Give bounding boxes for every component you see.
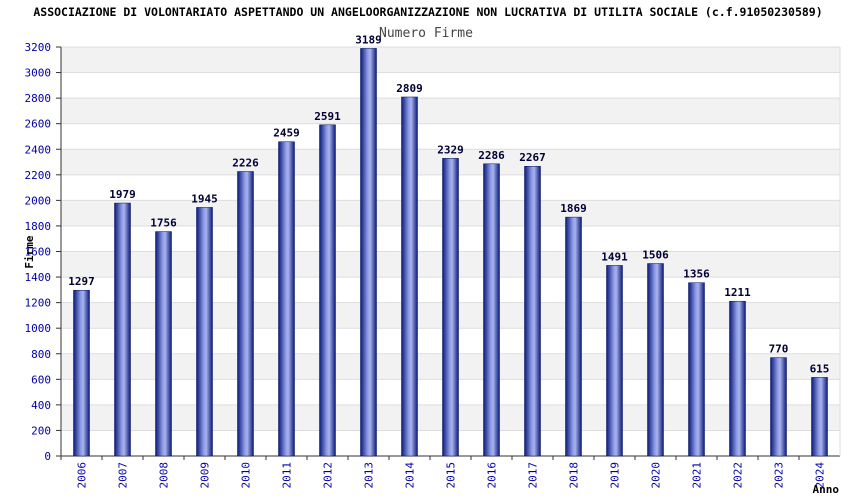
x-tick-label-2010: 2010 [240,462,253,489]
bar-2017 [524,165,541,457]
x-tick-label-2024: 2024 [814,462,827,489]
x-tick-label-2017: 2017 [527,462,540,489]
x-tick-label-2013: 2013 [363,462,376,489]
bar-2011 [278,141,295,457]
y-tick-label: 1600 [25,246,52,259]
bar-2019 [606,265,623,457]
bar-2022 [729,300,746,457]
x-tick-label-2023: 2023 [773,462,786,489]
bar-2016 [483,163,500,457]
y-tick-label: 2400 [25,143,52,156]
y-tick-label: 800 [31,348,51,361]
x-tick-label-2014: 2014 [404,462,417,489]
value-labels: 1297 1979 1756 1945 2226 2459 2591 3189 2809 2329… [68,33,829,375]
y-tick-labels: 0 200 400 600 800 1000 1200 1400 1600 1800 2000 220… [25,41,52,463]
x-tick-label-2012: 2012 [322,462,335,489]
y-tick-label: 3200 [25,41,52,54]
x-tick-label-2018: 2018 [568,462,581,489]
y-tick-label: 2200 [25,169,52,182]
y-tick-label: 1200 [25,297,52,310]
bar-2006 [73,289,90,457]
value-label-2023: 770 [769,343,789,356]
bar-2020 [647,263,664,457]
x-tick-label-2022: 2022 [732,462,745,489]
bar-2023 [770,357,787,457]
value-label-2021: 1356 [683,268,710,281]
y-tick-label: 3000 [25,67,52,80]
grid-band [61,98,840,124]
y-tick-label: 1800 [25,220,52,233]
x-tick-label-2015: 2015 [445,462,458,489]
bar-2009 [196,207,213,457]
x-tick-label-2019: 2019 [609,462,622,489]
x-tick-label-2016: 2016 [486,462,499,489]
x-axis-label: Anno [813,483,840,496]
y-tick-label: 2000 [25,194,52,207]
bar-2012 [319,124,336,457]
value-label-2019: 1491 [601,250,628,263]
y-axis-label: Firme [23,235,36,268]
value-label-2015: 2329 [437,143,464,156]
bars [73,48,828,457]
y-tick-label: 600 [31,373,51,386]
bar-2014 [401,96,418,457]
value-label-2022: 1211 [724,286,751,299]
value-label-2009: 1945 [191,192,218,205]
value-label-2007: 1979 [109,188,136,201]
value-label-2011: 2459 [273,127,300,140]
grid-band [61,47,840,73]
value-label-2012: 2591 [314,110,341,123]
x-tick-label-2007: 2007 [117,462,130,489]
x-tick-label-2011: 2011 [281,462,294,489]
bar-2013 [360,48,377,457]
value-label-2024: 615 [810,362,830,375]
bar-2015 [442,158,459,457]
value-label-2014: 2809 [396,82,423,95]
value-label-2010: 2226 [232,156,259,169]
bar-2024 [811,377,828,457]
chart-subtitle: Numero Firme [379,26,473,41]
bar-2007 [114,202,131,457]
bar-2008 [155,231,172,457]
x-tick-label-2009: 2009 [199,462,212,489]
y-tick-label: 400 [31,399,51,412]
bar-2010 [237,171,254,457]
x-tick-label-2008: 2008 [158,462,171,489]
value-label-2020: 1506 [642,249,669,262]
value-label-2013: 3189 [355,33,382,46]
value-label-2017: 2267 [519,151,546,164]
y-tick-label: 1400 [25,271,52,284]
y-tick-label: 200 [31,424,51,437]
y-tick-label: 1000 [25,322,52,335]
value-label-2016: 2286 [478,149,505,162]
y-tick-label: 2600 [25,118,52,131]
bar-2018 [565,216,582,457]
bar-2021 [688,282,705,457]
value-label-2008: 1756 [150,217,177,230]
y-tick-label: 0 [44,450,51,463]
y-tick-label: 2800 [25,92,52,105]
value-label-2006: 1297 [68,275,95,288]
chart-title: ASSOCIAZIONE DI VOLONTARIATO ASPETTANDO … [33,5,822,19]
x-tick-label-2020: 2020 [650,462,663,489]
x-tick-label-2006: 2006 [76,462,89,489]
x-tick-label-2021: 2021 [691,462,704,489]
x-tick-labels: 2006 2007 2008 2009 2010 2011 2012 2013 2014 2015… [60,456,827,489]
value-label-2018: 1869 [560,202,587,215]
